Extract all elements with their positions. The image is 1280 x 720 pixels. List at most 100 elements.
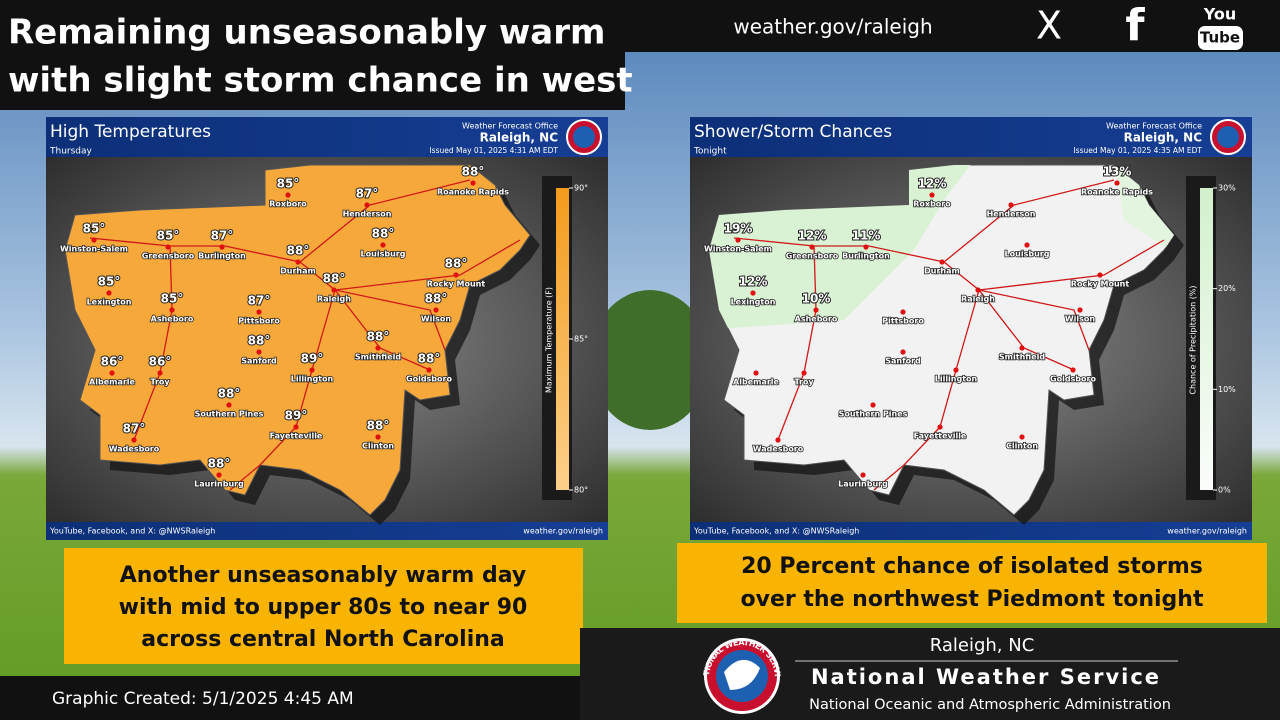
city-name: Smithfield	[999, 353, 1045, 362]
city-name: Goldsboro	[406, 375, 452, 384]
map-title: High Temperatures	[50, 122, 211, 142]
city-value: 85°	[83, 222, 106, 236]
city-name: Smithfield	[355, 353, 401, 362]
city-value: 88°	[367, 330, 390, 344]
city-value: 12%	[739, 275, 768, 289]
city-value: 88°	[208, 457, 231, 471]
issued: Issued May 01, 2025 4:31 AM EDT	[429, 146, 558, 155]
city-name: Fayetteville	[270, 432, 323, 441]
youtube-icon[interactable]: You	[1203, 5, 1237, 24]
created: Graphic Created: 5/1/2025 4:45 AM	[52, 689, 354, 709]
summary-line: over the northwest Piedmont tonight	[741, 587, 1204, 612]
city-value: 88°	[218, 387, 241, 401]
city-name: Rocky Mount	[1071, 280, 1130, 289]
highway	[978, 289, 1090, 351]
city-name: Wilson	[421, 315, 452, 324]
city-name: Laurinburg	[194, 480, 244, 489]
office-city: Raleigh, NC	[1124, 131, 1203, 145]
legend-tick-label: 85°	[574, 335, 588, 344]
city-name: Wilson	[1065, 315, 1096, 324]
city-dot	[900, 309, 906, 315]
city-value: 19%	[724, 222, 753, 236]
city-name: Henderson	[343, 210, 392, 219]
city-name: Pittsboro	[238, 317, 280, 326]
maps: High Temperatures Thursday Weather Forecas…	[46, 117, 1252, 540]
city-dot	[165, 244, 171, 250]
city-value: 85°	[157, 229, 180, 243]
city-name: Raleigh	[317, 295, 351, 304]
city-name: Lillington	[291, 375, 334, 384]
city-dot	[331, 287, 337, 293]
city-value: 88°	[372, 227, 395, 241]
highway	[133, 245, 173, 441]
city-name: Clinton	[362, 442, 394, 451]
footer-left: YouTube, Facebook, and X: @NWSRaleigh	[693, 527, 859, 536]
city-dot	[1019, 345, 1025, 351]
map-panel: Shower/Storm Chances Tonight Weather Forec…	[690, 117, 1252, 540]
city-dot	[106, 290, 112, 296]
city-value: 88°	[425, 292, 448, 306]
city-name: Clinton	[1006, 442, 1038, 451]
city-dot	[364, 202, 370, 208]
city-dot	[380, 242, 386, 248]
legend-label: Maximum Temperature (F)	[545, 287, 554, 393]
city-dot	[426, 367, 432, 373]
title-box	[0, 0, 625, 110]
city-value: 88°	[367, 419, 390, 433]
city-dot	[295, 259, 301, 265]
x-icon[interactable]: X	[1036, 4, 1062, 48]
legend-tick-label: 30%	[1218, 184, 1236, 193]
youtube-icon[interactable]: Tube	[1200, 29, 1240, 47]
city-name: Lexington	[731, 298, 776, 307]
highway	[334, 239, 521, 291]
legend-tick-label: 0%	[1218, 486, 1231, 495]
city-value: 87°	[123, 422, 146, 436]
city-name: Louisburg	[1005, 250, 1050, 259]
city-name: Durham	[280, 267, 316, 276]
city-value: 89°	[301, 352, 324, 366]
legend-tick-label: 90°	[574, 184, 588, 193]
highway	[229, 426, 297, 491]
footer-right: weather.gov/raleigh	[1167, 527, 1247, 536]
city-value: 12%	[918, 177, 947, 191]
tree	[590, 290, 710, 430]
city-dot	[1114, 180, 1120, 186]
city-dot	[900, 349, 906, 355]
city-value: 88°	[445, 257, 468, 271]
city-name: Louisburg	[361, 250, 406, 259]
city-dot	[433, 307, 439, 313]
city-dot	[256, 309, 262, 315]
city-dot	[256, 349, 262, 355]
city-value: 87°	[211, 229, 234, 243]
city-name: Southern Pines	[195, 410, 264, 419]
city-name: Rocky Mount	[427, 280, 486, 289]
city-name: Roxboro	[913, 200, 951, 209]
footer-block	[580, 628, 1280, 720]
city-value: 86°	[149, 355, 172, 369]
city-dot	[813, 307, 819, 313]
summary-line: Another unseasonably warm day	[120, 563, 526, 588]
city-dot	[470, 180, 476, 186]
city-dot	[169, 307, 175, 313]
footer-city: Raleigh, NC	[930, 635, 1035, 656]
legend-label: Chance of Precipitation (%)	[1189, 285, 1198, 394]
website: weather.gov/raleigh	[733, 15, 932, 39]
city-name: Raleigh	[961, 295, 995, 304]
highway	[943, 179, 1115, 263]
city-value: 88°	[287, 244, 310, 258]
city-name: Winston-Salem	[60, 245, 128, 254]
city-dot	[375, 345, 381, 351]
facebook-icon[interactable]: f	[1125, 0, 1145, 51]
legend-tick-label: 20%	[1218, 284, 1236, 293]
parent-agency: National Oceanic and Atmospheric Adminis…	[809, 697, 1171, 713]
city-value: 12%	[798, 229, 827, 243]
title-line: with slight storm chance in west	[8, 61, 633, 101]
city-name: Burlington	[842, 252, 890, 261]
city-name: Henderson	[987, 210, 1036, 219]
city-name: Burlington	[198, 252, 246, 261]
city-dot	[809, 244, 815, 250]
legend-bar	[1200, 188, 1213, 490]
agency: National Weather Service	[811, 665, 1161, 689]
